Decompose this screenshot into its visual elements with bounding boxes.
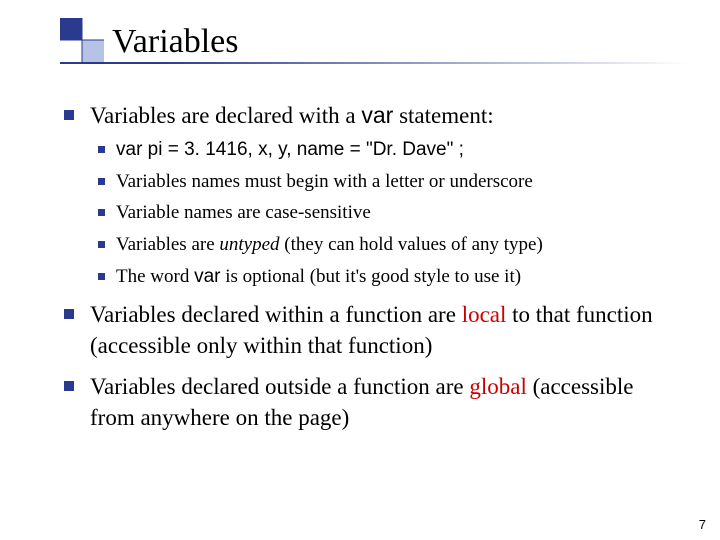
- title-bar: Variables: [60, 18, 690, 66]
- sub-5-code: var: [194, 266, 220, 287]
- outer-list: Variables are declared with a var statem…: [60, 100, 680, 433]
- slide-content: Variables are declared with a var statem…: [60, 100, 680, 443]
- sub-1: var pi = 3. 1416, x, y, name = "Dr. Dave…: [90, 137, 680, 163]
- bullet-2-pre: Variables declared within a function are: [90, 302, 462, 327]
- bullet-1: Variables are declared with a var statem…: [60, 100, 680, 289]
- bullet-1-code: var: [361, 102, 393, 128]
- sub-3: Variable names are case-sensitive: [90, 200, 680, 226]
- bullet-1-pre: Variables are declared with a: [90, 103, 361, 128]
- sub-4-post: (they can hold values of any type): [280, 234, 543, 255]
- sub-4-pre: Variables are: [116, 234, 219, 255]
- sub-4-italic: untyped: [219, 234, 279, 255]
- title-accent-icon: [60, 18, 104, 62]
- sub-4: Variables are untyped (they can hold val…: [90, 232, 680, 258]
- sub-1-code: var pi = 3. 1416, x, y, name = "Dr. Dave…: [116, 139, 464, 160]
- page-number: 7: [699, 517, 706, 532]
- sub-5: The word var is optional (but it's good …: [90, 264, 680, 290]
- bullet-1-post: statement:: [393, 103, 493, 128]
- title-underline: [60, 62, 690, 64]
- bullet-2-hl: local: [462, 302, 507, 327]
- inner-list: var pi = 3. 1416, x, y, name = "Dr. Dave…: [90, 137, 680, 289]
- slide-title: Variables: [112, 23, 239, 61]
- sub-3-text: Variable names are case-sensitive: [116, 202, 371, 223]
- bullet-3-hl: global: [469, 374, 527, 399]
- sub-5-pre: The word: [116, 266, 194, 287]
- bullet-2: Variables declared within a function are…: [60, 299, 680, 361]
- sub-5-post: is optional (but it's good style to use …: [221, 266, 522, 287]
- bullet-3: Variables declared outside a function ar…: [60, 371, 680, 433]
- sub-2-text: Variables names must begin with a letter…: [116, 171, 533, 192]
- bullet-3-pre: Variables declared outside a function ar…: [90, 374, 469, 399]
- sub-2: Variables names must begin with a letter…: [90, 169, 680, 195]
